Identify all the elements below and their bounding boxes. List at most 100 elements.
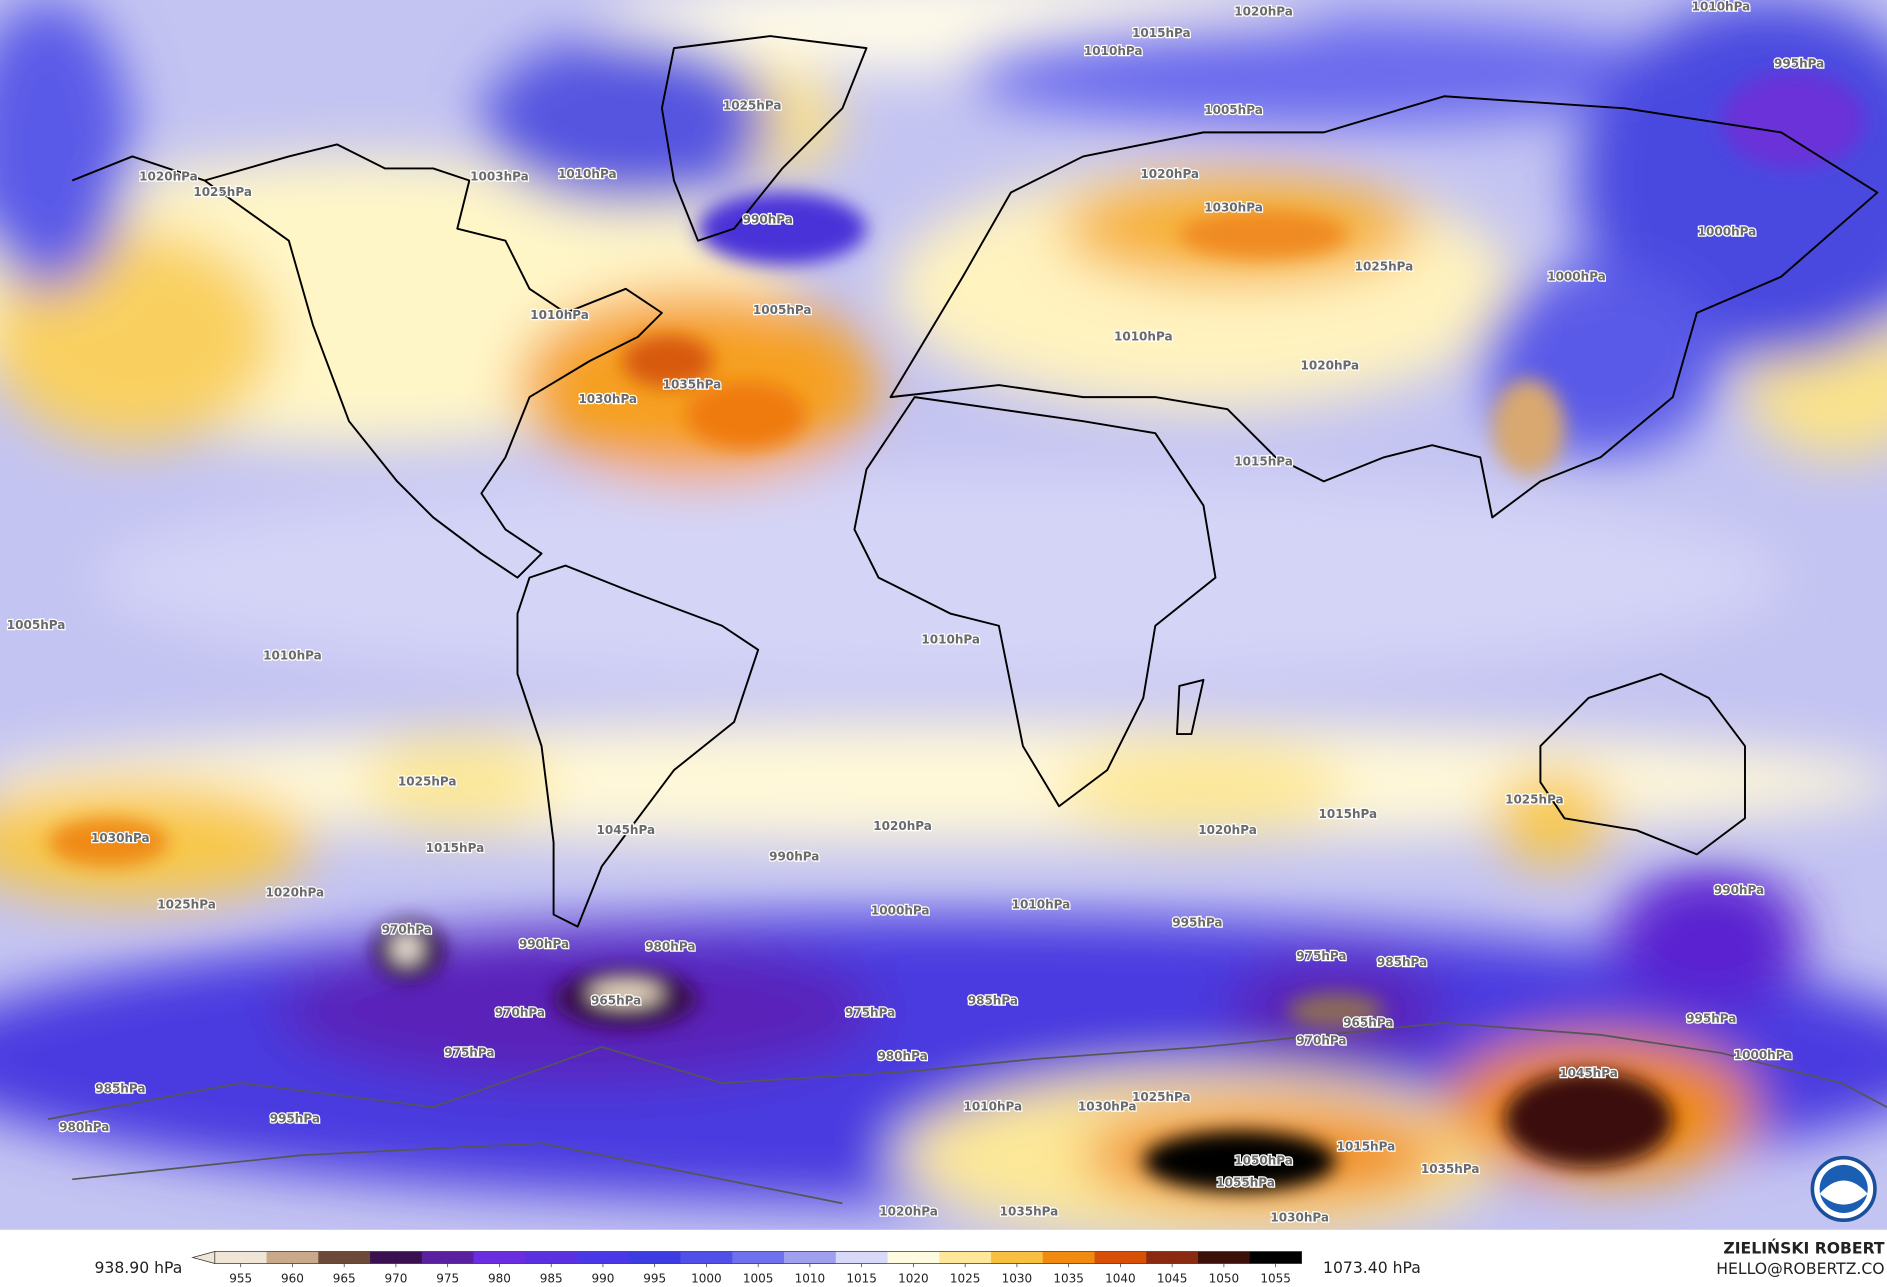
contour-label: 1010hPa bbox=[1692, 0, 1751, 14]
colorbar: 955 960 965 970 975 980 985 990 995 1000 1005 1010 1… bbox=[191, 1251, 1302, 1286]
colorbar-tick-label: 1010 bbox=[795, 1272, 826, 1286]
credit-name: ZIELIŃSKI ROBERT bbox=[1723, 1239, 1885, 1258]
colorbar-tick-label: 1035 bbox=[1053, 1272, 1084, 1286]
colorbar-tick-label: 960 bbox=[281, 1272, 304, 1286]
contour-label: 1025hPa bbox=[398, 775, 457, 789]
colorbar-segment bbox=[577, 1251, 630, 1264]
colorbar-tick-label: 1005 bbox=[743, 1272, 774, 1286]
contour-label: 1055hPa bbox=[1216, 1175, 1275, 1189]
contour-label: 1010hPa bbox=[921, 633, 980, 647]
contour-label: 980hPa bbox=[877, 1049, 927, 1063]
colorbar-segment bbox=[835, 1251, 888, 1264]
contour-label: 1015hPa bbox=[1337, 1139, 1396, 1153]
contour-label: 1015hPa bbox=[1132, 26, 1191, 40]
colorbar-segment bbox=[732, 1251, 785, 1264]
contour-label: 1000hPa bbox=[1734, 1048, 1793, 1062]
contour-label: 1030hPa bbox=[91, 831, 150, 845]
colorbar-segment bbox=[680, 1251, 733, 1264]
contour-label: 1010hPa bbox=[263, 648, 322, 662]
contour-label: 970hPa bbox=[1296, 1033, 1346, 1047]
colorbar-segment bbox=[214, 1251, 267, 1264]
colorbar-tick-label: 990 bbox=[591, 1272, 614, 1286]
contour-label: 995hPa bbox=[1172, 915, 1222, 929]
contour-label: 995hPa bbox=[1774, 56, 1824, 70]
contour-label: 1045hPa bbox=[596, 823, 655, 837]
contour-label: 1035hPa bbox=[663, 378, 722, 392]
colorbar-segment bbox=[1249, 1251, 1302, 1264]
contour-label: 965hPa bbox=[1343, 1015, 1393, 1029]
contour-label: 995hPa bbox=[270, 1112, 320, 1126]
contour-label: 980hPa bbox=[645, 940, 695, 954]
colorbar-tick-label: 995 bbox=[643, 1272, 666, 1286]
coastlines bbox=[47, 35, 1887, 1205]
contour-label: 1005hPa bbox=[7, 618, 66, 632]
colorbar-tick-label: 1050 bbox=[1209, 1272, 1240, 1286]
contour-label: 995hPa bbox=[1686, 1012, 1736, 1026]
contour-label: 1010hPa bbox=[558, 167, 617, 181]
colorbar-min: 938.90 hPa bbox=[94, 1258, 182, 1277]
contour-label: 1030hPa bbox=[1270, 1210, 1329, 1224]
contour-label: 1005hPa bbox=[753, 303, 812, 317]
contour-label: 980hPa bbox=[59, 1120, 109, 1134]
contour-label: 1010hPa bbox=[1012, 897, 1071, 911]
contour-label: 1025hPa bbox=[1355, 260, 1414, 274]
contour-label: 975hPa bbox=[845, 1006, 895, 1020]
contour-label: 1025hPa bbox=[157, 897, 216, 911]
contour-label: 990hPa bbox=[743, 213, 793, 227]
contour-label: 970hPa bbox=[382, 923, 432, 937]
colorbar-tick-label: 965 bbox=[333, 1272, 356, 1286]
contour-label: 1025hPa bbox=[723, 98, 782, 112]
colorbar-segment bbox=[266, 1251, 319, 1264]
contour-label: 1020hPa bbox=[879, 1204, 938, 1218]
colorbar-segment bbox=[939, 1251, 992, 1264]
contour-label: 1010hPa bbox=[1114, 329, 1173, 343]
colorbar-segment bbox=[991, 1251, 1044, 1264]
colorbar-extend-low bbox=[191, 1251, 216, 1265]
contour-label: 1025hPa bbox=[1132, 1090, 1191, 1104]
contour-labels: 1020hPa 1010hPa 1015hPa 1010hPa 995hPa 1005hP… bbox=[6, 0, 1826, 1226]
contour-label: 1030hPa bbox=[1204, 201, 1263, 215]
contour-label: 1020hPa bbox=[266, 885, 325, 899]
colorbar-tick-label: 980 bbox=[488, 1272, 511, 1286]
contour-label: 990hPa bbox=[1714, 883, 1764, 897]
colorbar-tick-label: 985 bbox=[540, 1272, 563, 1286]
contour-label: 1000hPa bbox=[1698, 225, 1757, 239]
contour-label: 1025hPa bbox=[193, 185, 252, 199]
colorbar-segment bbox=[1042, 1251, 1095, 1264]
contour-label: 990hPa bbox=[769, 849, 819, 863]
colorbar-segment bbox=[525, 1251, 578, 1264]
contour-label: 1025hPa bbox=[1505, 793, 1564, 807]
contour-label: 1010hPa bbox=[1084, 44, 1143, 58]
colorbar-tick-label: 1000 bbox=[691, 1272, 722, 1286]
colorbar-tick-label: 1015 bbox=[846, 1272, 877, 1286]
contour-label: 985hPa bbox=[95, 1082, 145, 1096]
colorbar-tick-label: 1055 bbox=[1260, 1272, 1291, 1286]
colorbar-segment bbox=[1094, 1251, 1147, 1264]
contour-label: 1003hPa bbox=[470, 169, 529, 183]
contour-label: 1010hPa bbox=[530, 308, 589, 322]
colorbar-tick-label: 1030 bbox=[1002, 1272, 1033, 1286]
contour-label: 975hPa bbox=[1296, 949, 1346, 963]
contour-label: 1035hPa bbox=[1421, 1162, 1480, 1176]
noaa-logo bbox=[1810, 1155, 1877, 1223]
contour-label: 1015hPa bbox=[1319, 807, 1378, 821]
colorbar-segment bbox=[473, 1251, 526, 1264]
colorbar-segment bbox=[421, 1251, 474, 1264]
contour-label: 1035hPa bbox=[1000, 1204, 1059, 1218]
contour-label: 1045hPa bbox=[1559, 1066, 1618, 1080]
contour-label: 1050hPa bbox=[1234, 1154, 1293, 1168]
contour-label: 1005hPa bbox=[1204, 103, 1263, 117]
contour-label: 1000hPa bbox=[871, 903, 930, 917]
contour-label: 990hPa bbox=[519, 937, 569, 951]
contour-label: 1030hPa bbox=[578, 392, 637, 406]
colorbar-segment bbox=[784, 1251, 837, 1264]
contour-label: 1020hPa bbox=[1234, 5, 1293, 19]
colorbar-tick-label: 1020 bbox=[898, 1272, 929, 1286]
contour-label: 1015hPa bbox=[1234, 455, 1293, 469]
contour-label: 1020hPa bbox=[139, 169, 198, 183]
colorbar-segment bbox=[1198, 1251, 1251, 1264]
contour-label: 1000hPa bbox=[1547, 269, 1606, 283]
colorbar-segment bbox=[887, 1251, 940, 1264]
contour-label: 1020hPa bbox=[1301, 358, 1360, 372]
